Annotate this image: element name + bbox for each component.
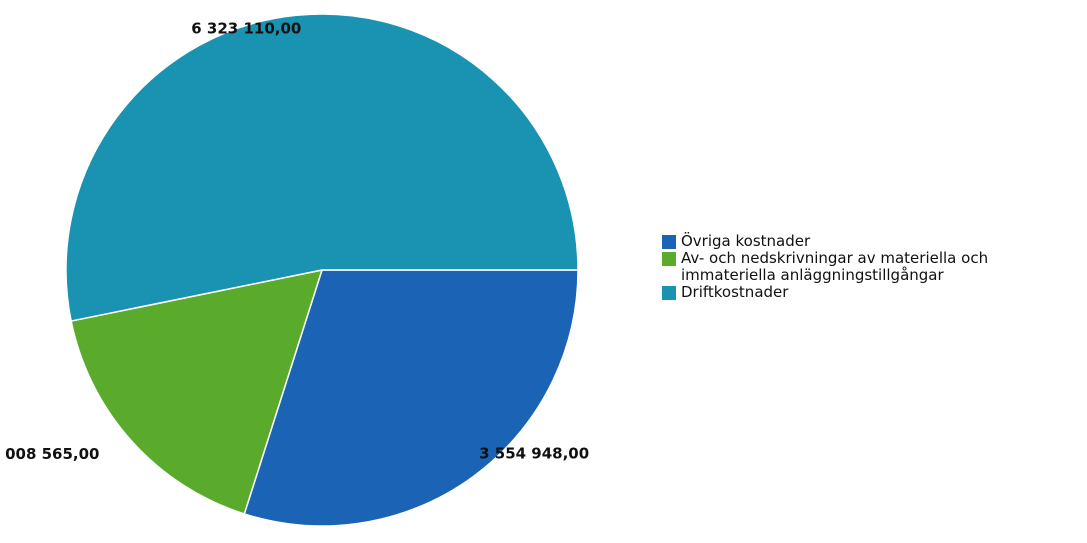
- legend-swatch-avskrivningar: [662, 252, 676, 266]
- legend-label-avskrivningar: Av- och nedskrivningar av materiella och…: [681, 249, 989, 284]
- legend-item-driftkostnader: Driftkostnader: [662, 284, 1082, 301]
- legend-swatch-ovriga-kostnader: [662, 235, 676, 249]
- legend-label-driftkostnader: Driftkostnader: [681, 283, 789, 301]
- legend-item-avskrivningar: Av- och nedskrivningar av materiella och…: [662, 250, 1082, 284]
- data-label-driftkostnader: 6 323 110,00: [191, 19, 301, 37]
- pie-slice-driftkostnader: [65, 13, 579, 322]
- legend-swatch-driftkostnader: [662, 286, 676, 300]
- legend: Övriga kostnader Av- och nedskrivningar …: [662, 233, 1082, 301]
- data-label-avskrivningar: 2 008 565,00: [0, 445, 100, 463]
- pie-data-labels: 3 554 948,00 2 008 565,00 6 323 110,00: [0, 19, 589, 463]
- pie-slice-ovriga-kostnader: [243, 269, 579, 527]
- pie-slices: [65, 13, 579, 527]
- legend-item-ovriga-kostnader: Övriga kostnader: [662, 233, 1082, 250]
- data-label-ovriga-kostnader: 3 554 948,00: [479, 445, 589, 463]
- legend-label-ovriga-kostnader: Övriga kostnader: [681, 232, 811, 250]
- pie-slice-avskrivningar: [70, 269, 324, 515]
